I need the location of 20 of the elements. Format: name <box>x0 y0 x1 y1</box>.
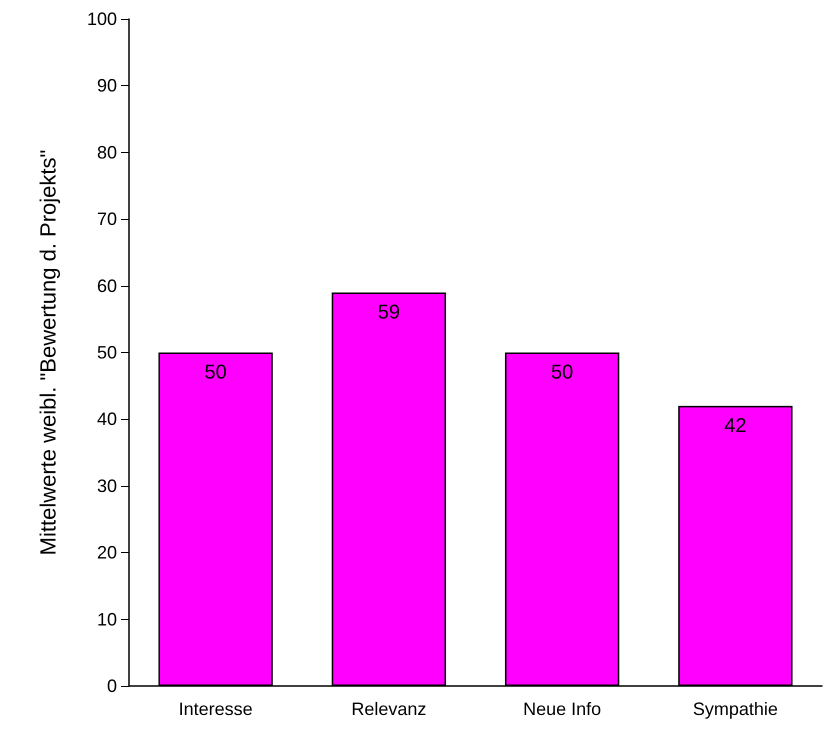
data-label: 59 <box>378 301 400 324</box>
y-axis-title: Mittelwerte weibl. "Bewertung d. Projekts" <box>36 150 60 556</box>
y-tick-label: 60 <box>96 276 117 296</box>
data-label: 42 <box>724 414 746 437</box>
y-tick-label: 10 <box>96 609 117 630</box>
data-label: 50 <box>204 362 227 384</box>
x-tick-label: Neue Info <box>523 699 602 719</box>
data-label: 50 <box>551 362 574 384</box>
x-tick-label: Sympathie <box>692 699 778 719</box>
y-tick-label: 70 <box>96 209 117 230</box>
x-tick-label: Interesse <box>178 699 253 719</box>
y-tick-label: 80 <box>96 142 117 162</box>
y-tick-label: 100 <box>86 9 117 29</box>
x-tick-label: Relevanz <box>351 699 426 719</box>
y-tick-label: 40 <box>96 409 117 430</box>
y-tick-label: 20 <box>96 542 117 563</box>
y-tick-label: 30 <box>96 476 117 496</box>
y-tick-label: 50 <box>96 342 117 362</box>
y-tick-label: 90 <box>96 76 117 96</box>
y-tick-label: 0 <box>106 676 117 696</box>
